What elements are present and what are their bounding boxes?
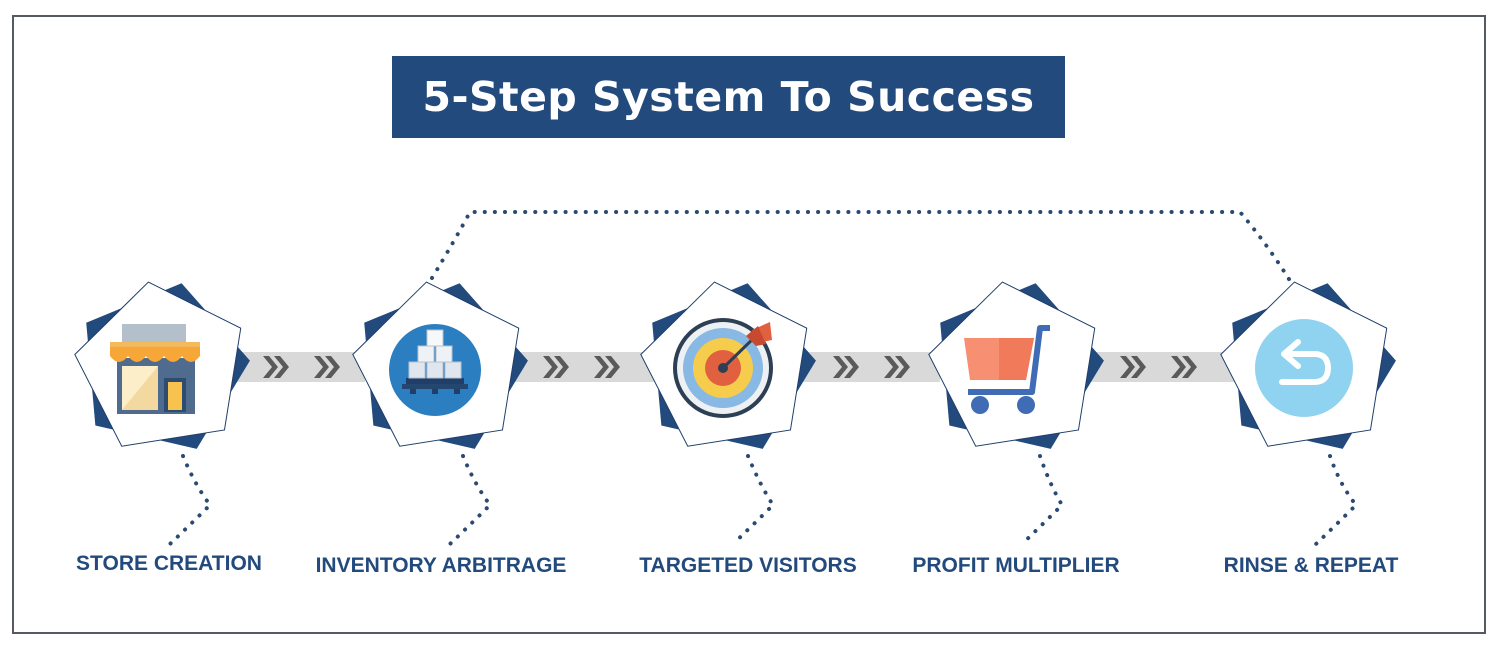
step-label-profit-multiplier: PROFIT MULTIPLIER xyxy=(912,554,1120,577)
step-label-rinse-repeat: RINSE & REPEAT xyxy=(1223,554,1399,577)
store-icon xyxy=(110,324,200,414)
chevron-icon xyxy=(594,356,620,378)
leader-step-3 xyxy=(731,454,776,546)
target-icon xyxy=(673,318,773,418)
boxes-icon xyxy=(389,324,481,416)
connector-2-3 xyxy=(515,352,655,382)
connector-3-4 xyxy=(800,352,940,382)
label-leaders xyxy=(168,454,1359,546)
leader-step-4 xyxy=(1020,454,1065,546)
step-label-store-creation: STORE CREATION xyxy=(76,552,262,575)
chevron-icon xyxy=(833,356,859,378)
leader-step-5 xyxy=(1314,454,1359,546)
chevron-icon xyxy=(884,356,910,378)
chevron-icon xyxy=(1120,356,1146,378)
leader-step-1 xyxy=(168,454,213,546)
connector-bars xyxy=(235,352,1235,382)
step-label-targeted-visitors: TARGETED VISITORS xyxy=(639,554,857,577)
chevron-arrows xyxy=(263,356,1197,378)
repeat-icon xyxy=(1255,319,1353,417)
diagram-title: 5-Step System To Success xyxy=(422,73,1035,121)
title-banner: 5-Step System To Success xyxy=(392,56,1065,138)
diagram-frame xyxy=(12,15,1486,634)
chevron-icon xyxy=(543,356,569,378)
chevron-icon xyxy=(263,356,289,378)
chevron-icon xyxy=(314,356,340,378)
connector-1-2 xyxy=(235,352,365,382)
loop-dotted-line xyxy=(430,210,1294,286)
step-label-inventory-arbitrage: INVENTORY ARBITRAGE xyxy=(315,554,567,577)
chevron-icon xyxy=(1171,356,1197,378)
cart-icon xyxy=(964,325,1050,414)
connector-4-5 xyxy=(1088,352,1235,382)
leader-step-2 xyxy=(448,454,493,546)
